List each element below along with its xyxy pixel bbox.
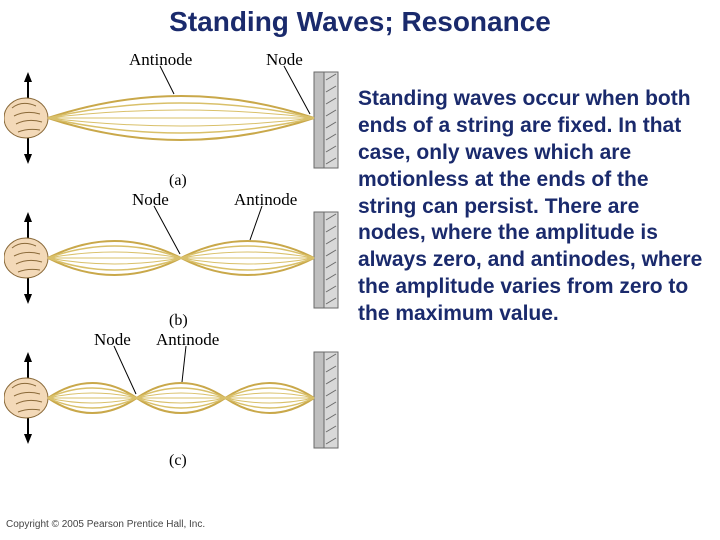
sublabel-c: (c)	[169, 452, 187, 470]
diagram-b: Node Antinode	[4, 190, 344, 330]
antinode-label-c: Antinode	[156, 330, 219, 350]
hand-icon-b	[4, 238, 48, 278]
body-paragraph: Standing waves occur when both ends of a…	[358, 86, 708, 328]
node-label-a: Node	[266, 50, 303, 70]
antinode-label-b: Antinode	[234, 190, 297, 210]
diagram-c: Node Antinode	[4, 330, 344, 470]
wall-a	[314, 72, 338, 168]
node-label-b: Node	[132, 190, 169, 210]
wave-svg-b	[4, 190, 344, 330]
node-label-c: Node	[94, 330, 131, 350]
copyright-text: Copyright © 2005 Pearson Prentice Hall, …	[6, 519, 205, 530]
diagram-a: Antinode Node	[4, 50, 344, 190]
hand-icon-c	[4, 378, 48, 418]
sublabel-b: (b)	[169, 312, 188, 330]
wall-b	[314, 212, 338, 308]
text-column: Standing waves occur when both ends of a…	[350, 46, 720, 470]
wave-svg-c	[4, 330, 344, 470]
wave-svg-a	[4, 50, 344, 190]
content-row: Antinode Node	[0, 46, 720, 470]
diagram-column: Antinode Node	[0, 46, 350, 470]
title-text: Standing Waves; Resonance	[169, 6, 551, 37]
page-title: Standing Waves; Resonance	[0, 0, 720, 46]
hand-icon-a	[4, 98, 48, 138]
sublabel-a: (a)	[169, 172, 187, 190]
wall-c	[314, 352, 338, 448]
antinode-label-a: Antinode	[129, 50, 192, 70]
